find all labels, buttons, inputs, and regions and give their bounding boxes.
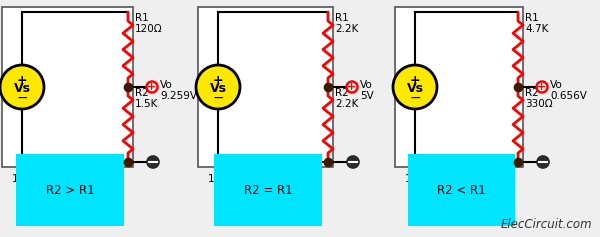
Text: 4.7K: 4.7K [525,24,548,34]
Text: R2: R2 [525,88,539,98]
Text: +: + [538,82,547,92]
Text: 1.5K: 1.5K [135,99,158,109]
Circle shape [196,65,240,109]
Text: 2.2K: 2.2K [335,99,358,109]
Text: 120Ω: 120Ω [135,24,163,34]
Text: +: + [410,73,421,87]
Text: R1: R1 [525,13,539,23]
Bar [395,7,523,167]
Text: −: − [16,91,28,105]
Text: +: + [347,82,356,92]
Text: 2.2K: 2.2K [335,24,358,34]
Text: 330Ω: 330Ω [525,99,553,109]
Text: −: − [212,91,224,105]
Text: R1: R1 [135,13,149,23]
Text: R2 = R1: R2 = R1 [244,183,292,196]
Text: R2: R2 [135,88,149,98]
Text: R2 < R1: R2 < R1 [437,183,486,196]
Bar [198,7,333,167]
Text: +: + [212,73,223,87]
Text: Vs: Vs [407,82,424,96]
Text: R1: R1 [335,13,349,23]
Text: +: + [148,82,157,92]
Text: R2 > R1: R2 > R1 [46,183,94,196]
Circle shape [146,82,157,92]
Circle shape [0,65,44,109]
Text: Vs: Vs [209,82,227,96]
Circle shape [347,82,358,92]
Text: 5V: 5V [360,91,374,101]
Text: 10V: 10V [405,174,425,184]
Circle shape [347,156,359,168]
Circle shape [536,82,548,92]
Text: R2: R2 [335,88,349,98]
Text: Vo: Vo [160,80,173,90]
Text: ElecCircuit.com: ElecCircuit.com [500,219,592,232]
Text: 9.259V: 9.259V [160,91,197,101]
Circle shape [147,156,159,168]
Text: Vo: Vo [360,80,373,90]
Text: 10V: 10V [208,174,228,184]
Circle shape [393,65,437,109]
Bar [2,7,133,167]
Text: Vo: Vo [550,80,563,90]
Text: Vs: Vs [14,82,31,96]
Text: +: + [17,73,28,87]
Text: −: − [409,91,421,105]
Circle shape [537,156,549,168]
Text: 0.656V: 0.656V [550,91,587,101]
Text: 10V: 10V [12,174,32,184]
